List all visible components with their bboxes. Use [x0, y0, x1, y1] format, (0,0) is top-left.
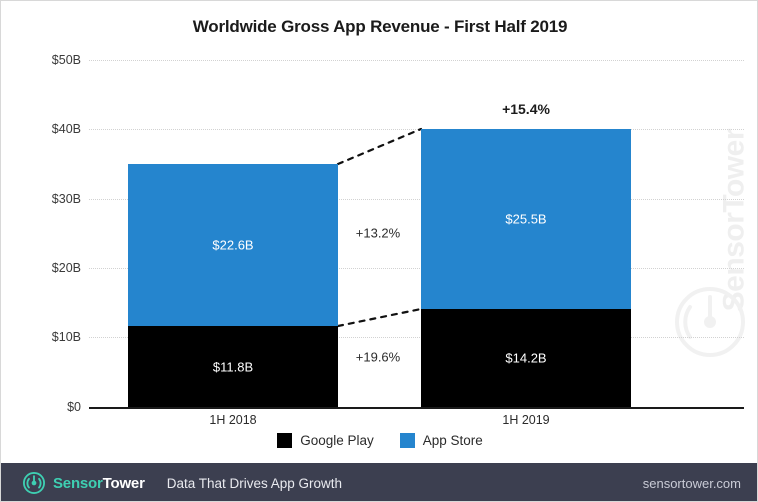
bar-2019-app-store-label: $25.5B: [505, 211, 547, 227]
chart-card: Worldwide Gross App Revenue - First Half…: [1, 1, 757, 463]
bar-2019-google-play[interactable]: $14.2B: [421, 309, 631, 407]
gridline-40b: [89, 129, 744, 130]
x-axis-line: [89, 407, 744, 409]
ytick-label: $20B: [51, 261, 81, 275]
google-play-growth-label: +19.6%: [352, 349, 404, 365]
sensortower-logo-icon: [23, 472, 45, 494]
footer-website[interactable]: sensortower.com: [642, 475, 741, 491]
legend: Google Play App Store: [1, 433, 757, 448]
gridline-20b: [89, 268, 744, 269]
app-store-growth-label: +13.2%: [352, 225, 404, 241]
bar-2018-app-store-label: $22.6B: [212, 237, 254, 253]
ytick-label: $50B: [51, 53, 81, 67]
xtick-2019: 1H 2019: [502, 413, 550, 427]
bar-2019-google-play-label: $14.2B: [505, 350, 547, 366]
bar-2018-google-play-label: $11.8B: [212, 359, 254, 374]
chart-title: Worldwide Gross App Revenue - First Half…: [192, 17, 568, 36]
bar-2018-app-store[interactable]: $22.6B: [128, 164, 338, 326]
bar-2018-google-play[interactable]: $11.8B: [128, 326, 338, 407]
gridline-30b: [89, 199, 744, 200]
legend-item-app-store[interactable]: App Store: [399, 433, 483, 448]
legend-item-google-play[interactable]: Google Play: [277, 433, 374, 448]
ytick-label: $40B: [51, 122, 81, 136]
gridline-50b: [89, 60, 744, 61]
footer-bar: SensorTower Data That Drives App Growth …: [1, 463, 757, 501]
legend-label: App Store: [422, 433, 483, 448]
footer-brand[interactable]: SensorTower: [23, 472, 145, 494]
bar-2019-app-store[interactable]: $25.5B: [421, 129, 631, 309]
ytick-label: $30B: [51, 192, 81, 206]
brand-name-first: Sensor: [53, 474, 103, 492]
legend-label: Google Play: [300, 433, 374, 448]
legend-swatch-icon: [277, 433, 293, 448]
ytick-label: $10B: [51, 330, 81, 344]
brand-name: SensorTower: [53, 475, 145, 492]
brand-name-second: Tower: [102, 474, 145, 492]
ytick-label: $0: [67, 400, 81, 414]
gridline-10b: [89, 337, 744, 338]
growth-connectors: [336, 127, 423, 328]
total-growth-label: +15.4%: [502, 101, 550, 117]
legend-swatch-icon: [399, 433, 415, 448]
xtick-2018: 1H 2018: [209, 413, 257, 427]
footer-tagline: Data That Drives App Growth: [166, 475, 343, 491]
